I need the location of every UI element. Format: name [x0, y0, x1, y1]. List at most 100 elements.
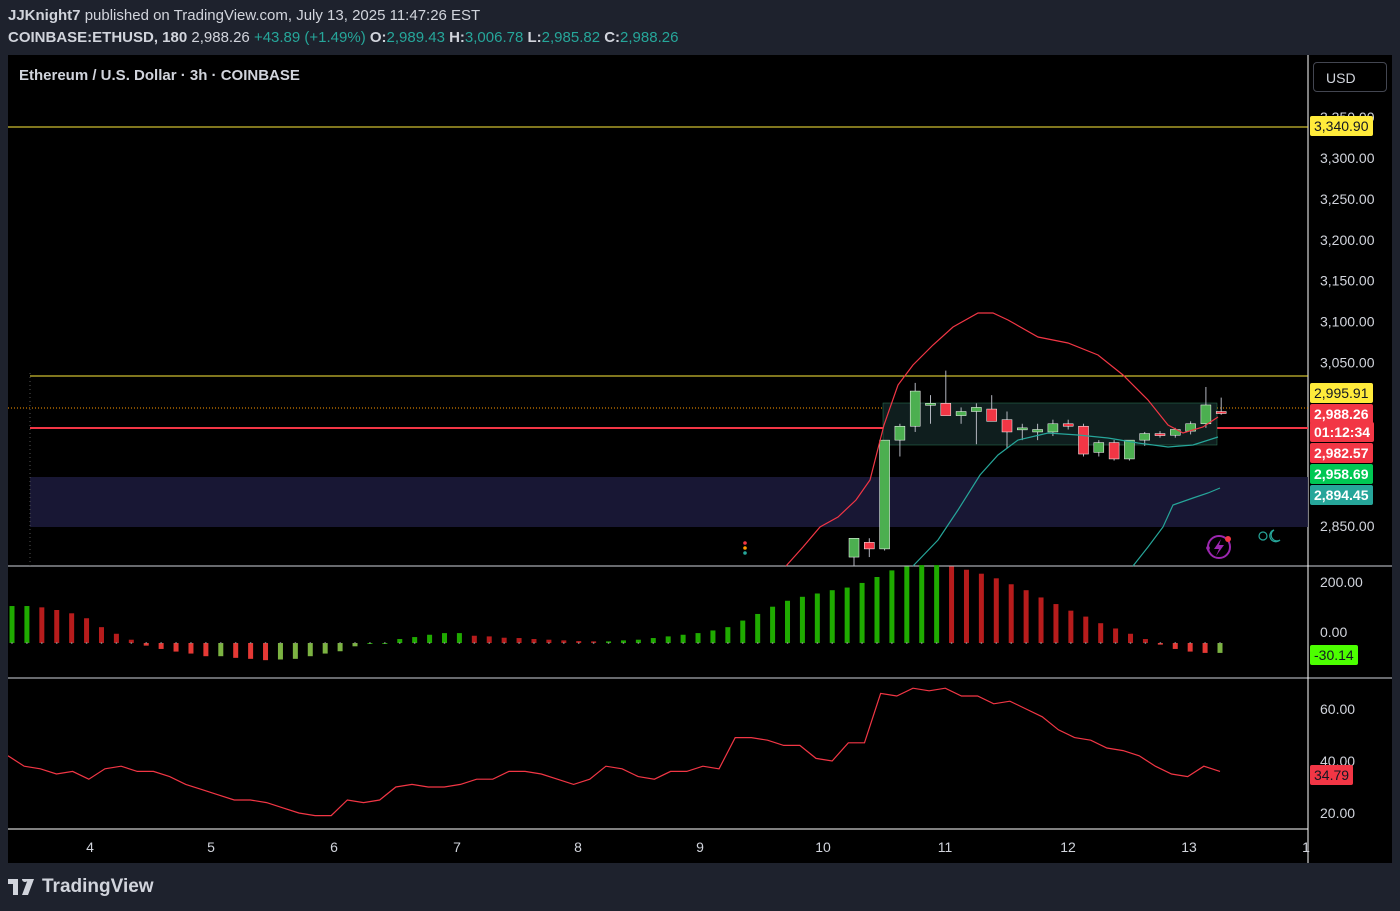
macd-bar	[1053, 604, 1059, 643]
macd-zero-dot	[264, 642, 267, 644]
macd-bar	[829, 590, 835, 643]
candle[interactable]	[940, 403, 952, 416]
macd-zero-dot	[1055, 642, 1057, 644]
last-price-tag[interactable]: 2,988.26	[1310, 404, 1373, 424]
macd-zero-dot	[1010, 642, 1013, 644]
chart-canvas[interactable]: 3,350.003,300.003,250.003,200.003,150.00…	[8, 55, 1392, 863]
candle[interactable]	[986, 408, 997, 422]
macd-axis-label: 0.00	[1320, 624, 1347, 640]
price-axis[interactable]: 3,350.003,300.003,250.003,200.003,150.00…	[1320, 109, 1375, 534]
macd-bar	[993, 578, 999, 643]
candle[interactable]	[1108, 442, 1120, 460]
macd-bar	[98, 627, 104, 643]
zone-rectangle[interactable]	[30, 477, 1308, 527]
macd-bar	[486, 636, 492, 643]
currency-button[interactable]: USD	[1313, 62, 1387, 92]
author-name[interactable]: JJKnight7	[8, 7, 81, 24]
time-axis[interactable]: 4 5 6 7 8 9 10 11 12 13 1	[86, 839, 1310, 855]
macd-zero-dot	[85, 642, 88, 644]
macd-bar	[889, 570, 895, 643]
macd-bar	[397, 639, 403, 643]
macd-bar	[934, 565, 940, 643]
candle[interactable]	[1200, 404, 1212, 425]
price-tag-4[interactable]: 2,958.69	[1310, 464, 1373, 484]
macd-zero-dot	[920, 642, 923, 644]
macd-zero-dot	[11, 642, 13, 644]
symbol-label: COINBASE:ETHUSD, 180	[8, 29, 188, 46]
candle[interactable]	[879, 439, 890, 550]
sun-moon-icon[interactable]	[1258, 529, 1281, 543]
macd-bar	[1113, 628, 1119, 643]
price-tag-5[interactable]: 2,894.45	[1310, 485, 1373, 505]
macd-bar	[263, 643, 269, 661]
candle[interactable]	[1078, 425, 1089, 455]
macd-bar	[695, 633, 701, 643]
high-label: H:	[449, 29, 465, 46]
candle[interactable]	[909, 390, 921, 427]
macd-zero-dot	[26, 642, 28, 644]
candle[interactable]	[894, 425, 906, 441]
macd-bar	[352, 643, 358, 647]
macd-zero-dot	[1025, 642, 1028, 644]
macd-bar	[322, 643, 328, 654]
macd-axis-label: 200.00	[1320, 574, 1363, 590]
macd-zero-dot	[697, 642, 699, 644]
macd-bar	[203, 643, 209, 657]
price-axis-label: 2,850.00	[1320, 518, 1375, 534]
candle[interactable]	[1032, 429, 1043, 433]
macd-bar	[1038, 597, 1044, 643]
macd-bar	[412, 637, 418, 643]
macd-bar	[561, 640, 567, 643]
macd-bar	[218, 643, 224, 657]
macd-zero-dot	[1204, 642, 1206, 644]
macd-bar	[307, 643, 313, 657]
candle[interactable]	[864, 542, 875, 550]
candle[interactable]	[971, 407, 982, 412]
macd-bar	[635, 639, 641, 643]
macd-histogram	[9, 565, 1223, 661]
macd-zero-dot	[294, 642, 297, 644]
symbol-info: COINBASE:ETHUSD, 180 2,988.26 +43.89 (+1…	[8, 29, 678, 46]
brand-logo[interactable]: TradingView	[8, 876, 154, 898]
macd-bar	[337, 643, 343, 652]
macd-zero-dot	[309, 642, 312, 644]
candle[interactable]	[1017, 427, 1028, 431]
macd-zero-dot	[160, 642, 163, 644]
macd-zero-dot	[980, 642, 983, 644]
candle[interactable]	[1139, 433, 1150, 441]
price-tag-top[interactable]: 3,340.90	[1310, 116, 1373, 136]
time-axis-label: 11	[938, 839, 953, 855]
candle[interactable]	[925, 403, 936, 406]
candle[interactable]	[1093, 442, 1105, 453]
candle[interactable]	[955, 411, 967, 416]
chart-area[interactable]: 3,350.003,300.003,250.003,200.003,150.00…	[8, 55, 1392, 863]
macd-zero-dot	[741, 642, 744, 644]
candle[interactable]	[1047, 423, 1059, 433]
macd-bar	[740, 620, 746, 643]
candle[interactable]	[848, 538, 860, 558]
lightning-icon[interactable]	[1206, 535, 1231, 559]
macd-zero-dot	[473, 642, 476, 644]
price-tag-2[interactable]: 2,995.91	[1310, 383, 1373, 403]
candle[interactable]	[1154, 433, 1166, 436]
macd-zero-dot	[577, 642, 580, 644]
candle[interactable]	[1215, 411, 1227, 414]
macd-bar	[143, 643, 149, 646]
candle[interactable]	[1062, 423, 1074, 427]
macd-bar	[680, 634, 686, 643]
traffic-light-icon[interactable]	[743, 541, 747, 555]
brand-name: TradingView	[42, 876, 154, 897]
macd-zero-dot	[324, 642, 327, 644]
price-axis-label: 3,300.00	[1320, 150, 1375, 166]
macd-bar	[949, 566, 955, 643]
rsi-value-tag: 34.79	[1310, 765, 1354, 785]
candle-series[interactable]	[848, 370, 1227, 566]
macd-bar	[919, 565, 925, 643]
price-tag-3[interactable]: 2,982.57	[1310, 443, 1373, 463]
macd-zero-dot	[428, 642, 431, 644]
candle[interactable]	[1001, 419, 1013, 433]
macd-zero-dot	[905, 642, 908, 644]
macd-bar	[1083, 616, 1089, 643]
candle[interactable]	[1124, 439, 1135, 460]
band-indicator	[785, 312, 1221, 567]
